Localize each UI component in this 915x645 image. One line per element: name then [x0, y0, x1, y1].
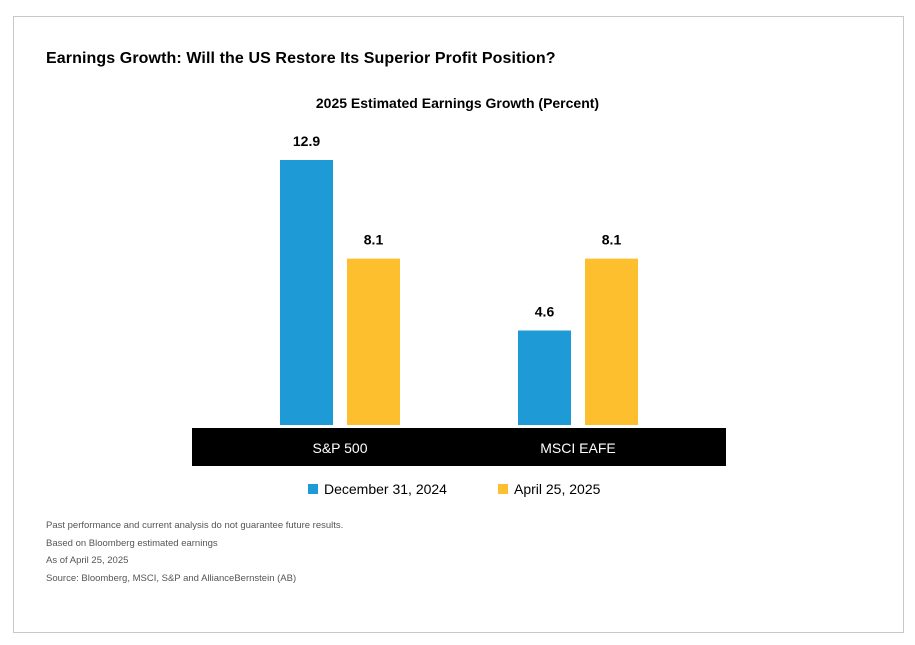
legend: December 31, 2024 April 25, 2025: [0, 481, 915, 499]
footnotes: Past performance and current analysis do…: [46, 517, 343, 587]
legend-item-apr-2025: April 25, 2025: [498, 481, 600, 497]
category-label-msci-eafe: MSCI EAFE: [540, 440, 615, 456]
bar-s-p-500-dec-2024: [280, 160, 333, 425]
bar-s-p-500-apr-2025: [347, 258, 400, 425]
legend-label-dec-2024: December 31, 2024: [324, 481, 447, 497]
legend-swatch-dec-2024: [308, 484, 318, 494]
footnote-basis: Based on Bloomberg estimated earnings: [46, 537, 218, 549]
data-label-s-p-500-dec-2024: 12.9: [293, 133, 320, 149]
bar-msci-eafe-apr-2025: [585, 258, 638, 425]
chart-title: 2025 Estimated Earnings Growth (Percent): [315, 95, 600, 111]
category-axis-band: [192, 428, 726, 466]
data-label-msci-eafe-dec-2024: 4.6: [535, 304, 555, 320]
page-title: Earnings Growth: Will the US Restore Its…: [46, 50, 556, 67]
footnote-as-of: As of April 25, 2025: [46, 555, 129, 566]
data-label-s-p-500-apr-2025: 8.1: [364, 232, 384, 248]
footnote-disclaimer: Past performance and current analysis do…: [46, 520, 344, 531]
chart-card: [13, 16, 904, 633]
footnote-source: Source: Bloomberg, MSCI, S&P and Allianc…: [46, 572, 297, 584]
data-label-msci-eafe-apr-2025: 8.1: [602, 232, 622, 248]
category-label-s-p-500: S&P 500: [312, 440, 367, 456]
legend-swatch-apr-2025: [498, 484, 508, 494]
legend-label-apr-2025: April 25, 2025: [514, 481, 601, 497]
legend-item-dec-2024: December 31, 2024: [308, 481, 447, 497]
bar-msci-eafe-dec-2024: [518, 330, 571, 425]
